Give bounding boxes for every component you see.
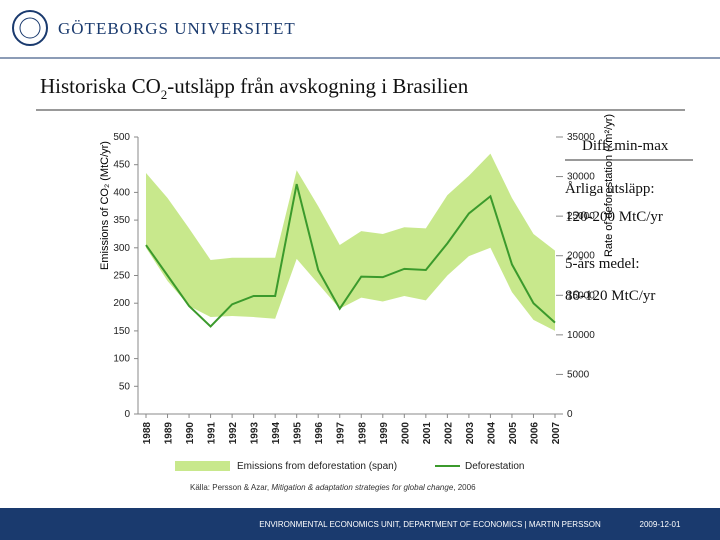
- y2-tick-label: 15000: [567, 290, 595, 301]
- notes: Diff. min-max Årliga utsläpp: 120-200 MtC/…: [565, 138, 669, 304]
- legend-swatch: [175, 461, 230, 471]
- y2-axis-title: Rate of deforestation (km²/yr): [603, 114, 615, 257]
- y2-tick-label: 30000: [567, 172, 595, 183]
- legend-label: Emissions from deforestation (span): [237, 461, 397, 472]
- x-tick-label: 1988: [142, 422, 153, 445]
- note: Årliga utsläpp:: [565, 181, 655, 197]
- x-tick-label: 1992: [228, 422, 239, 445]
- x-tick-label: 2007: [551, 422, 562, 445]
- y-tick-label: 150: [113, 326, 130, 337]
- y2-tick-label: 20000: [567, 251, 595, 262]
- y-tick-label: 350: [113, 215, 130, 226]
- note: Diff. min-max: [582, 138, 669, 154]
- y-tick-label: 200: [113, 298, 130, 309]
- source-part: Mitigation & adaptation strategies for g…: [271, 483, 453, 492]
- x-tick-label: 2001: [422, 422, 433, 445]
- title-subscript: 2: [161, 87, 168, 102]
- legend-label: Deforestation: [465, 461, 524, 472]
- x-tick-label: 1995: [293, 422, 304, 445]
- y2-tick-label: 0: [567, 409, 573, 420]
- slide-title: Historiska CO2-utsläpp från avskogning i…: [40, 74, 469, 102]
- x-tick-label: 2006: [529, 422, 540, 445]
- y-tick-label: 300: [113, 243, 130, 254]
- note: 120-200 MtC/yr: [565, 209, 663, 225]
- x-tick-label: 1996: [314, 422, 325, 445]
- footer-text: ENVIRONMENTAL ECONOMICS UNIT, DEPARTMENT…: [259, 520, 601, 529]
- x-tick-label: 2004: [486, 422, 497, 445]
- note: 80-120 MtC/yr: [565, 288, 655, 304]
- y-tick-label: 50: [119, 381, 131, 392]
- y-tick-label: 400: [113, 187, 130, 198]
- y2-tick-label: 35000: [567, 132, 595, 143]
- y2-tick-label: 5000: [567, 369, 590, 380]
- x-tick-label: 2003: [465, 422, 476, 445]
- x-tick-label: 1998: [357, 422, 368, 445]
- x-tick-label: 1994: [271, 422, 282, 445]
- footer-date: 2009-12-01: [640, 520, 681, 529]
- y-tick-label: 100: [113, 354, 130, 365]
- x-tick-label: 1990: [185, 422, 196, 445]
- y-tick-label: 0: [124, 409, 130, 420]
- logo: [12, 10, 48, 46]
- x-tick-label: 1989: [164, 422, 175, 445]
- note: 5-års medel:: [565, 256, 640, 272]
- y2-tick-label: 25000: [567, 211, 595, 222]
- y-axis-title: Emissions of CO₂ (MtC/yr): [99, 141, 111, 270]
- y-tick-label: 450: [113, 160, 130, 171]
- x-tick-label: 1997: [336, 422, 347, 445]
- y-tick-label: 500: [113, 132, 130, 143]
- x-tick-label: 1993: [250, 422, 261, 445]
- x-tick-label: 1999: [379, 422, 390, 445]
- source-part: Källa: Persson & Azar,: [190, 483, 271, 492]
- footer-bar: [0, 508, 720, 540]
- chart: Emissions from deforestation (span) Defor…: [99, 114, 615, 472]
- source: Källa: Persson & Azar, Mitigation & adap…: [190, 483, 476, 492]
- title-part: Historiska CO: [40, 74, 161, 98]
- span-area: [146, 153, 555, 331]
- y2-tick-label: 10000: [567, 330, 595, 341]
- x-tick-label: 2000: [400, 422, 411, 445]
- logo-inner: [19, 17, 41, 39]
- x-tick-label: 2002: [443, 422, 454, 445]
- title-part: -utsläpp från avskogning i Brasilien: [167, 74, 468, 98]
- y-tick-label: 250: [113, 271, 130, 282]
- x-tick-label: 2005: [508, 422, 519, 445]
- university-name: GÖTEBORGS UNIVERSITET: [58, 19, 296, 38]
- source-part: , 2006: [453, 483, 476, 492]
- deforestation-line: [145, 183, 556, 328]
- x-tick-label: 1991: [207, 422, 218, 445]
